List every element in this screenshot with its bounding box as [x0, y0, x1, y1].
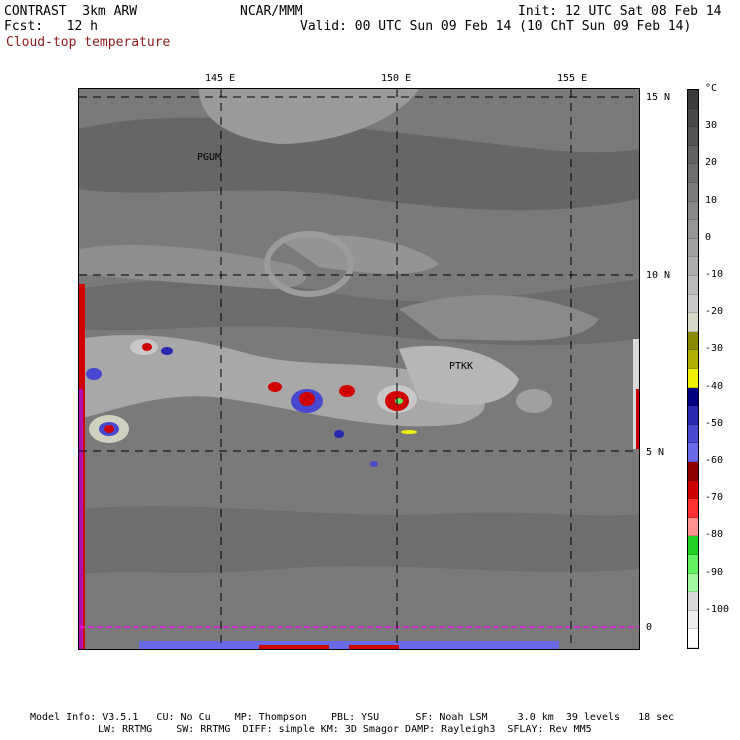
colorbar-swatch [688, 499, 698, 518]
colorbar-swatch [688, 555, 698, 574]
lon-label-150: 150 E [381, 73, 412, 84]
lat-label-0: 0 [646, 622, 653, 633]
colorbar-swatch [688, 443, 698, 462]
field-name: Cloud-top temperature [6, 35, 171, 50]
colorbar-label: 0 [705, 231, 712, 243]
colorbar-swatch [688, 276, 698, 295]
map-panel[interactable]: PGUM PTKK [78, 88, 640, 650]
colorbar-label: -70 [705, 492, 724, 504]
colorbar-swatch [688, 183, 698, 202]
colorbar-label: -10 [705, 269, 724, 280]
lat-label-5n: 5 N [646, 447, 665, 458]
colorbar-swatch [688, 629, 698, 648]
model-title: CONTRAST 3km ARW [4, 4, 138, 19]
colorbar-label: -90 [705, 566, 724, 578]
colorbar-label: -40 [705, 380, 724, 392]
colorbar-label: 10 [705, 194, 718, 206]
colorbar-swatch [688, 406, 698, 425]
init-time: Init: 12 UTC Sat 08 Feb 14 [518, 4, 722, 19]
colorbar-swatch [688, 127, 698, 146]
colorbar-swatch [688, 610, 698, 630]
colorbar-unit: °C [705, 83, 718, 94]
colorbar-label: -100 [705, 603, 730, 615]
colorbar-swatch [688, 331, 698, 351]
station-label-ptkk: PTKK [449, 361, 474, 372]
colorbar-label: -30 [705, 343, 724, 355]
colorbar-label: 20 [705, 157, 718, 169]
colorbar-swatch [688, 369, 698, 388]
valid-time: Valid: 00 UTC Sun 09 Feb 14 (10 ChT Sun … [300, 19, 692, 34]
colorbar-swatch [688, 90, 698, 109]
colorbar-swatch [688, 424, 698, 444]
colorbar-swatch [688, 517, 698, 537]
colorbar-label: -80 [705, 529, 724, 541]
colorbar-swatch [688, 592, 698, 611]
organization: NCAR/MMM [240, 4, 303, 19]
colorbar-label: -50 [705, 417, 724, 429]
model-info-line1: Model Info: V3.5.1 CU: No Cu MP: Thompso… [30, 712, 675, 723]
colorbar-swatch [688, 220, 698, 239]
colorbar-swatch [688, 164, 698, 183]
station-label-pgum: PGUM [197, 152, 222, 163]
colorbar-label: 30 [705, 120, 718, 132]
colorbar-swatch [688, 313, 698, 332]
colorbar-swatch [688, 257, 698, 276]
colorbar-swatch [688, 536, 698, 555]
colorbar-swatch [688, 238, 698, 258]
colorbar-swatch [688, 480, 698, 500]
lat-label-10n: 10 N [646, 270, 671, 281]
colorbar-swatch [688, 201, 698, 221]
colorbar-swatch [688, 350, 698, 369]
colorbar-swatch [688, 462, 698, 481]
colorbar-swatch [688, 145, 698, 165]
colorbar-label: -20 [705, 306, 724, 318]
lon-label-145: 145 E [205, 73, 236, 84]
colorbar-swatch [688, 108, 698, 128]
cloud-top-temperature-field [79, 89, 639, 649]
colorbar [687, 89, 699, 649]
lat-label-15n: 15 N [646, 92, 671, 103]
colorbar-swatch [688, 294, 698, 314]
lon-label-155: 155 E [557, 73, 588, 84]
forecast-hour: Fcst: 12 h [4, 19, 98, 34]
colorbar-swatch [688, 387, 698, 407]
colorbar-label: -60 [705, 455, 724, 466]
colorbar-swatch [688, 573, 698, 593]
model-info-line2: LW: RRTMG SW: RRTMG DIFF: simple KM: 3D … [98, 724, 592, 735]
